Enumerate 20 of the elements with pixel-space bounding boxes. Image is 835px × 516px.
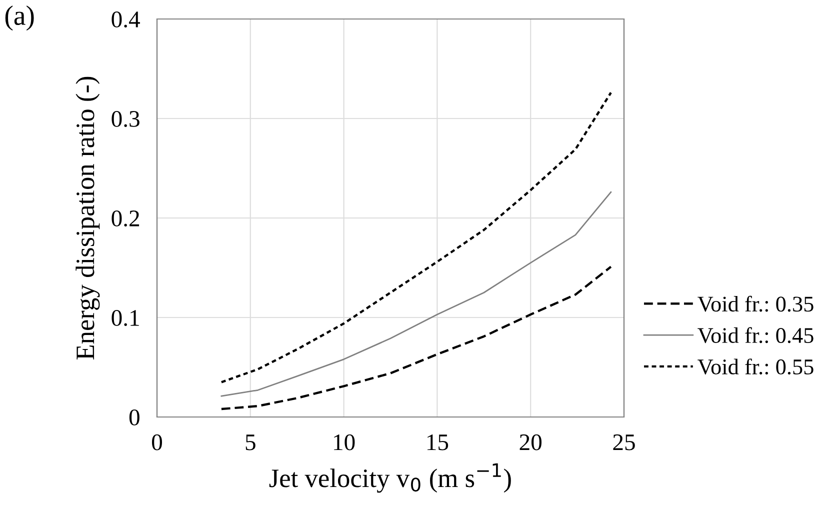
y-tick-label: 0: [129, 409, 140, 426]
legend-label: Void fr.: 0.45: [698, 327, 814, 344]
x-tick-label: 25: [613, 434, 635, 450]
y-axis-title: Energy dissipation ratio (-): [76, 76, 100, 360]
x-tick-label: 0: [152, 434, 162, 450]
line-series: [220, 92, 612, 384]
y-tick-label: 0.3: [112, 110, 140, 128]
line-series: [220, 191, 612, 397]
y-tick-label: 0.4: [112, 11, 140, 28]
text: (a): [5, 5, 34, 31]
legend-label: Void fr.: 0.35: [698, 296, 814, 312]
x-tick-label: 20: [520, 434, 542, 450]
line-series: [220, 266, 612, 410]
x-tick-label: 10: [334, 434, 355, 450]
x-axis-title: Jet velocity v$_{0}$ (m s$^{−1}$): [269, 463, 511, 493]
x-tick-label: 5: [246, 434, 256, 450]
y-tick-label: 0.2: [112, 210, 140, 227]
legend-label: Void fr.: 0.55: [698, 358, 814, 375]
y-tick-label: 0.1: [112, 310, 139, 326]
x-tick-label: 15: [427, 434, 448, 450]
